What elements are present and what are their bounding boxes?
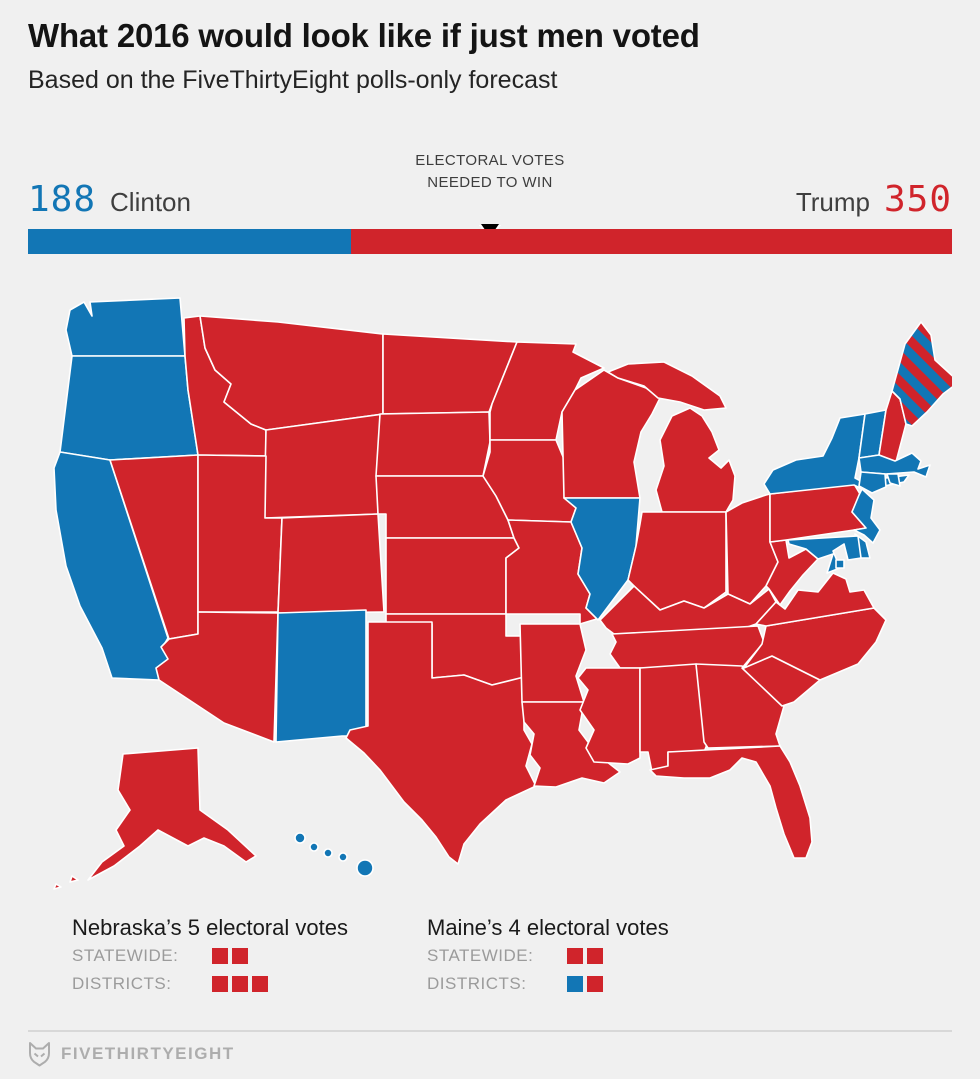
- state-mt: [199, 315, 384, 431]
- state-sd: [375, 411, 491, 477]
- legend-row-label: DISTRICTS:: [72, 973, 172, 993]
- state-dc: [835, 559, 845, 569]
- needed-to-win-label: ELECTORAL VOTES NEEDED TO WIN: [415, 150, 564, 194]
- state-az: [155, 611, 279, 743]
- state-va: [755, 572, 875, 627]
- state-tx: [345, 621, 537, 865]
- trump-name: Trump: [795, 186, 870, 217]
- state-wv: [765, 539, 819, 606]
- legend-row-label: STATEWIDE:: [427, 945, 534, 965]
- page-title: What 2016 would look like if just men vo…: [28, 17, 700, 54]
- ev-bar-trump-segment: [350, 228, 952, 254]
- state-wi: [561, 369, 661, 499]
- electoral-vote-square-trump: [232, 947, 248, 964]
- state-fl: [649, 745, 813, 859]
- state-or: [59, 355, 199, 461]
- state-wa: [65, 297, 186, 357]
- clinton-label-group: 188 Clinton: [28, 179, 191, 220]
- electoral-vote-square-trump: [232, 975, 248, 992]
- legend-block-title: Nebraska’s 5 electoral votes: [72, 914, 348, 940]
- state-ak: [53, 747, 257, 890]
- legend-block-title: Maine’s 4 electoral votes: [427, 914, 669, 940]
- legend-row-label: DISTRICTS:: [427, 973, 527, 993]
- state-wy: [263, 413, 384, 519]
- state-tn: [609, 625, 765, 669]
- electoral-vote-square-trump: [252, 975, 268, 992]
- electoral-vote-square-trump: [567, 947, 583, 964]
- fivethirtyeight-fox-logo-icon: [29, 1041, 50, 1067]
- legend: Nebraska’s 5 electoral votes STATEWIDE: DI…: [0, 914, 980, 998]
- state-ct: [858, 471, 887, 494]
- legend-row: DISTRICTS:: [427, 970, 782, 998]
- us-map-svg: [53, 297, 960, 890]
- legend-block: Nebraska’s 5 electoral votes STATEWIDE: DI…: [72, 914, 427, 998]
- state-nc: [743, 607, 887, 681]
- state-ri: [886, 473, 901, 487]
- trump-vote-count: 350: [883, 178, 952, 220]
- state-ks: [385, 537, 520, 615]
- trump-label-group: Trump 350: [796, 179, 952, 220]
- us-electoral-map: [28, 292, 960, 904]
- needed-to-win-line1: ELECTORAL VOTES: [415, 151, 565, 169]
- electoral-vote-square-trump: [212, 947, 228, 964]
- legend-row: DISTRICTS:: [72, 970, 427, 998]
- state-nj: [851, 488, 881, 544]
- electoral-vote-square-clinton: [567, 975, 583, 992]
- clinton-vote-count: 188: [28, 178, 97, 220]
- electoral-vote-square-trump: [212, 975, 228, 992]
- state-nm: [275, 609, 367, 743]
- brand-wordmark: FIVETHIRTYEIGHT: [61, 1043, 235, 1063]
- state-me: [891, 321, 960, 427]
- electoral-vote-bar: [28, 228, 952, 254]
- footer: FIVETHIRTYEIGHT: [28, 1029, 952, 1067]
- legend-row: STATEWIDE:: [427, 942, 782, 970]
- state-ms: [577, 667, 641, 765]
- state-ca: [53, 451, 171, 681]
- state-co: [277, 513, 385, 614]
- electoral-vote-square-trump: [587, 975, 603, 992]
- page-subtitle: Based on the FiveThirtyEight polls-only …: [28, 65, 558, 94]
- legend-block: Maine’s 4 electoral votes STATEWIDE: DISTR…: [427, 914, 782, 998]
- legend-row: STATEWIDE:: [72, 942, 427, 970]
- electoral-vote-bar-section: ELECTORAL VOTES NEEDED TO WIN 188 Clinto…: [28, 150, 952, 254]
- state-mi: [607, 361, 736, 513]
- state-ar: [519, 623, 587, 703]
- needed-to-win-line2: NEEDED TO WIN: [427, 173, 553, 191]
- electoral-vote-square-trump: [587, 947, 603, 964]
- legend-row-label: STATEWIDE:: [72, 945, 179, 965]
- clinton-name: Clinton: [110, 186, 191, 217]
- state-la: [521, 701, 621, 788]
- ev-bar-clinton-segment: [28, 228, 351, 254]
- state-hi: [294, 832, 374, 877]
